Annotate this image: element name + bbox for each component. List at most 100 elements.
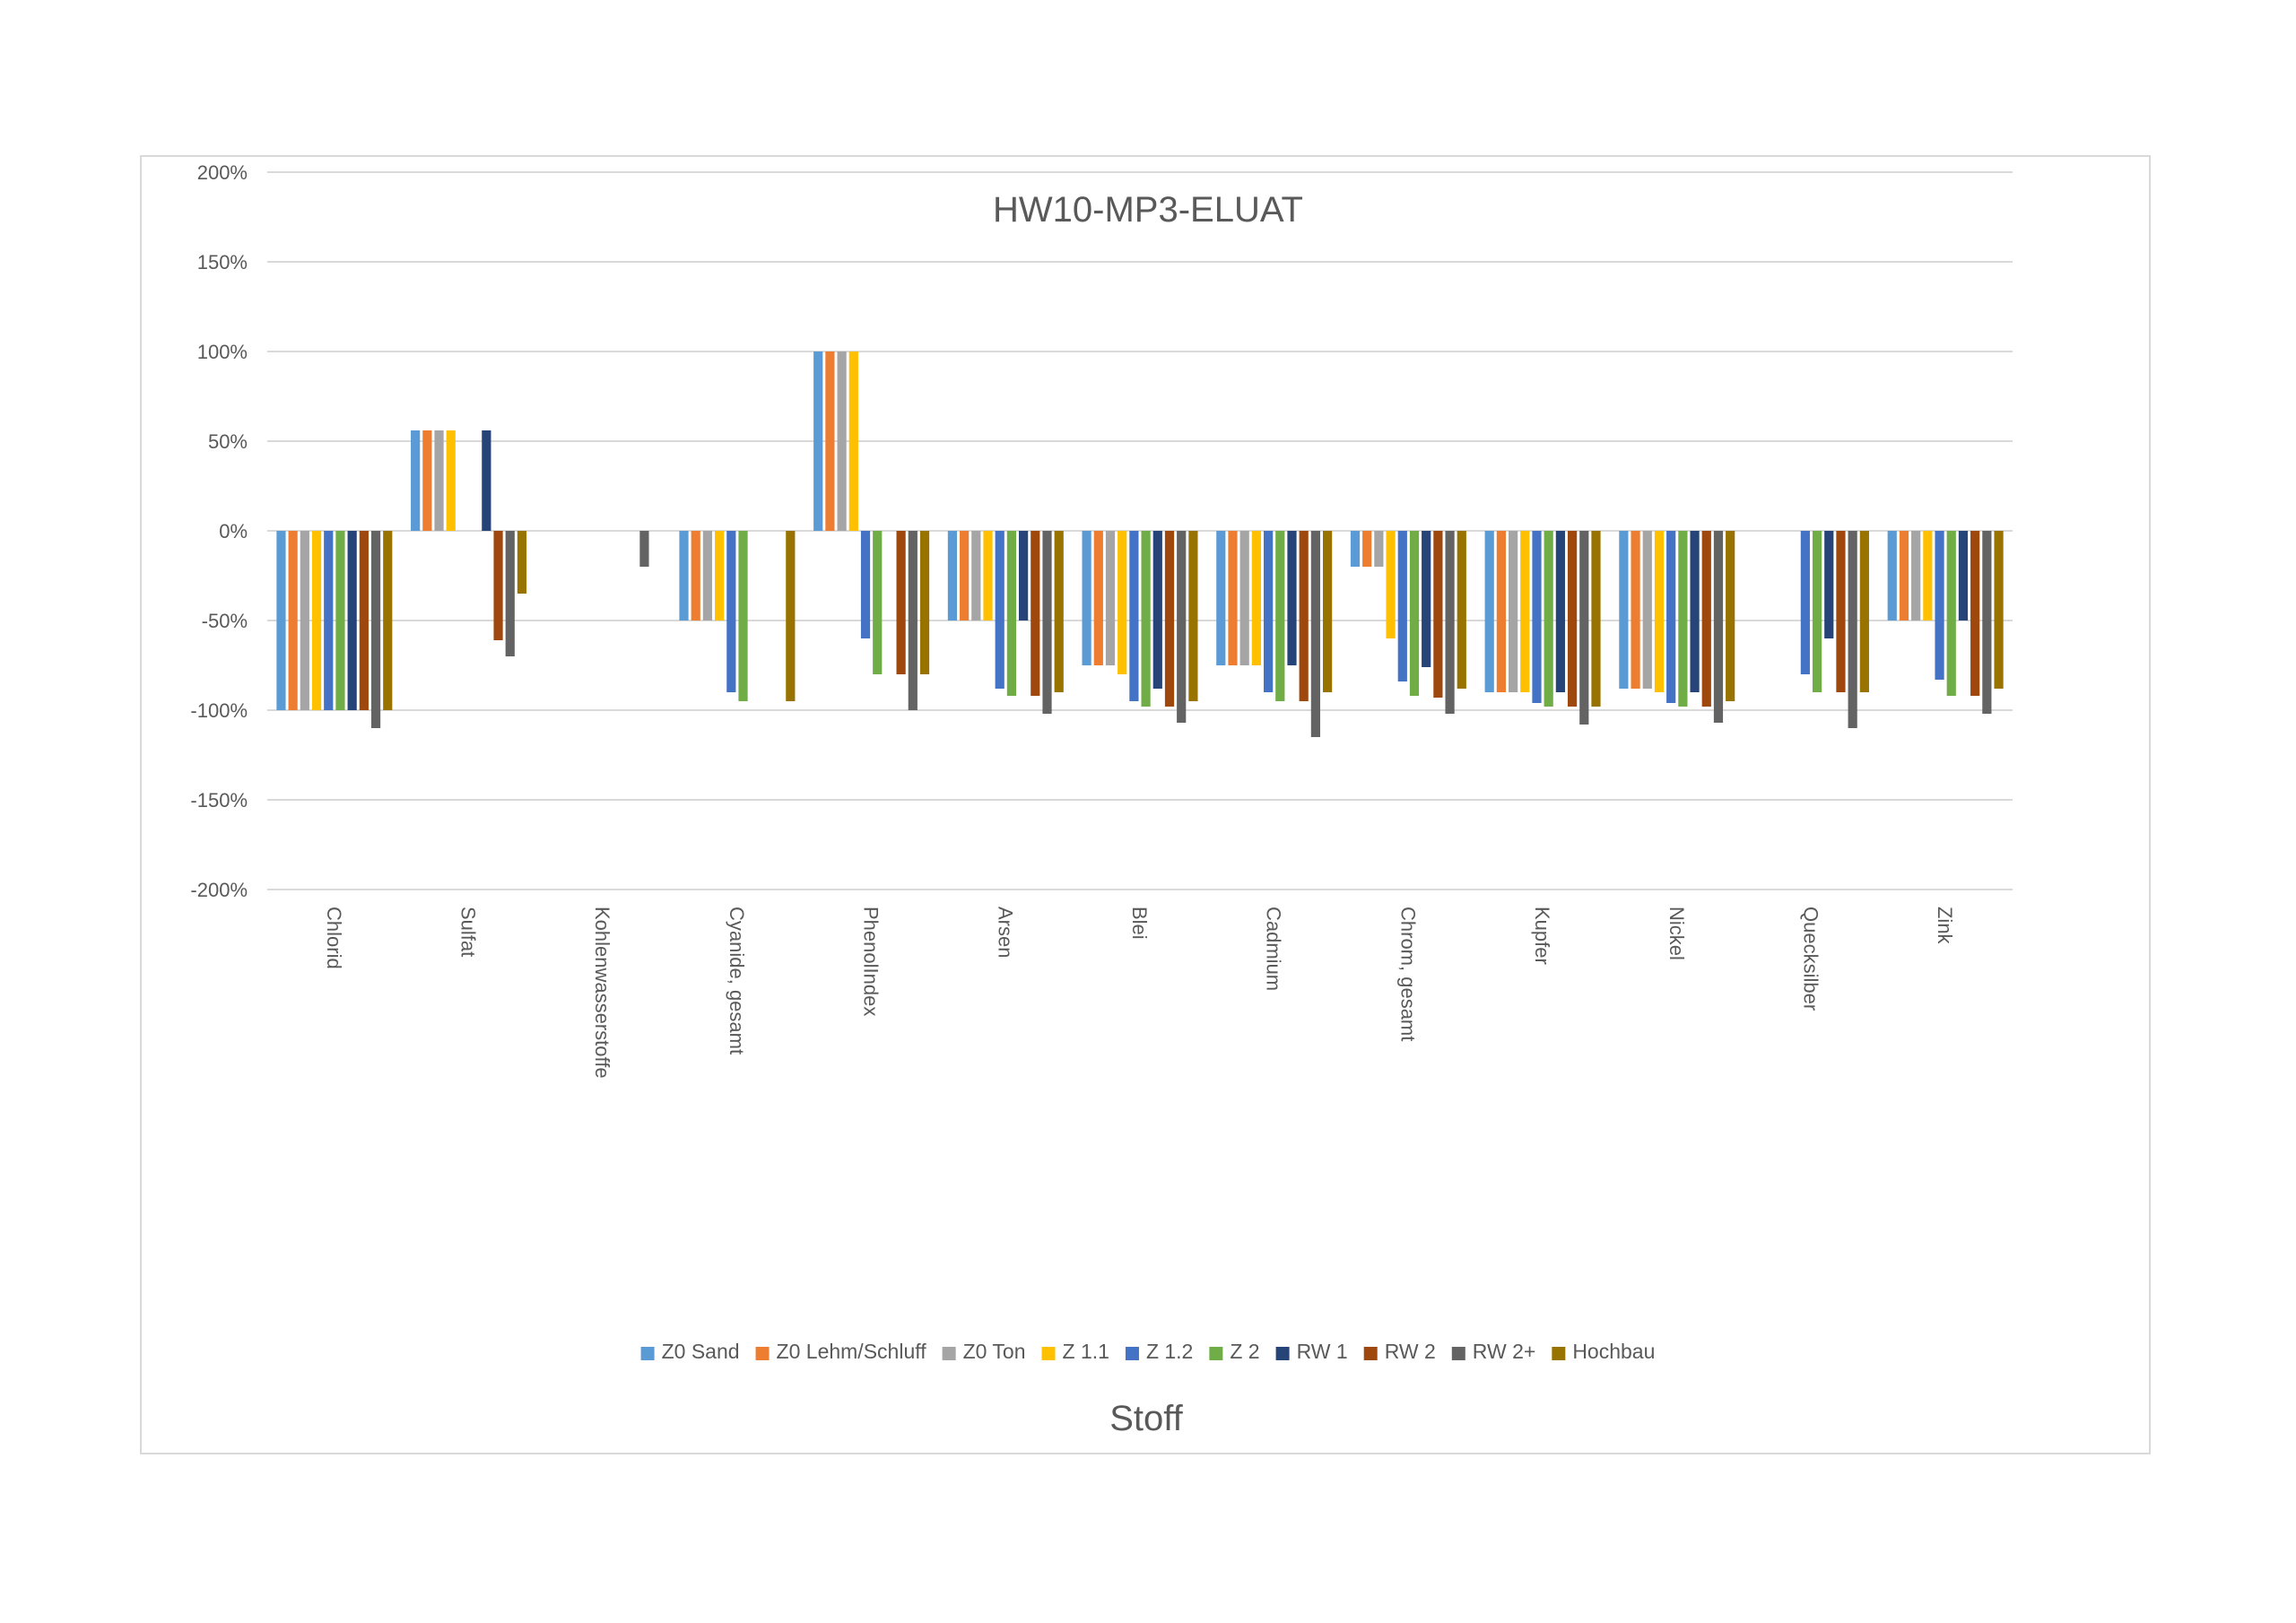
chart-title: HW10-MP3-ELUAT (993, 190, 1303, 230)
legend-swatch (1363, 1347, 1378, 1360)
bar (639, 531, 649, 567)
y-tick-label: 50% (208, 430, 248, 453)
bar (311, 531, 322, 710)
bar (1887, 531, 1897, 621)
bar (517, 531, 527, 594)
bar (1433, 531, 1443, 698)
bar (1287, 531, 1297, 665)
bar (1042, 531, 1052, 714)
bar (1631, 531, 1640, 689)
x-category-label: Arsen (994, 907, 1016, 958)
legend-swatch (1451, 1347, 1465, 1360)
bar (1946, 531, 1956, 696)
bar (1848, 531, 1857, 728)
bar (1019, 531, 1029, 621)
legend-item: Z0 Ton (942, 1340, 1026, 1363)
bar (1812, 531, 1822, 692)
bar (691, 531, 700, 621)
bar (1386, 531, 1396, 638)
legend-item: Z 2 (1209, 1340, 1260, 1363)
bar (1496, 531, 1506, 692)
legend-swatch (755, 1347, 770, 1360)
bar (786, 531, 796, 701)
bar (1177, 531, 1187, 723)
legend-label: Z 1.2 (1146, 1340, 1193, 1363)
x-category-label: PhenolIndex (860, 907, 883, 1016)
x-category-label: Cadmium (1263, 907, 1285, 991)
bar (1544, 531, 1553, 707)
bar (1824, 531, 1834, 638)
legend-item: Z0 Lehm/Schluff (755, 1340, 927, 1363)
bar (370, 531, 381, 728)
legend: Z0 Sand Z0 Lehm/Schluff Z0 Ton Z 1.1 Z 1.2 Z … (640, 1340, 1655, 1363)
bar (1082, 531, 1091, 665)
bar (1129, 531, 1139, 701)
y-axis-tick-labels: 200% 150% 100% 50% 0% -50% -100% -150% -200% (190, 161, 248, 901)
bar (1054, 531, 1064, 692)
y-tick-label: -200% (190, 879, 248, 901)
bar (1422, 531, 1431, 667)
legend-swatch (1275, 1347, 1290, 1360)
y-tick-label: 200% (197, 161, 248, 184)
bar (873, 531, 883, 674)
bar (995, 531, 1004, 689)
bar (848, 352, 858, 531)
bar (1152, 531, 1162, 689)
bar (971, 531, 981, 621)
bar (1164, 531, 1175, 707)
bar (1310, 531, 1320, 737)
y-tick-label: -150% (190, 789, 248, 812)
bar (1982, 531, 1992, 714)
bar (1532, 531, 1542, 703)
legend-swatch (1041, 1347, 1056, 1360)
bar (1409, 531, 1420, 696)
bar (422, 430, 432, 531)
bar (1701, 531, 1711, 707)
bar (1859, 531, 1869, 692)
bar (1251, 531, 1261, 665)
legend-swatch (1125, 1347, 1139, 1360)
bar (434, 430, 444, 531)
bar (1374, 531, 1384, 567)
x-category-label: Nickel (1665, 907, 1688, 960)
bar (411, 430, 421, 531)
bar (276, 531, 286, 710)
legend-label: Z 2 (1230, 1340, 1259, 1363)
x-axis-title: Stoff (1109, 1399, 1183, 1438)
bar (1591, 531, 1601, 707)
bar (1006, 531, 1017, 696)
legend-swatch (942, 1347, 956, 1360)
bar (715, 531, 725, 621)
legend-label: Hochbau (1572, 1340, 1655, 1363)
chart-frame: 200% 150% 100% 50% 0% -50% -100% -150% -200% Chl… (140, 155, 2151, 1454)
legend-label: Z 1.1 (1063, 1340, 1109, 1363)
bar (1118, 531, 1127, 674)
bar (1188, 531, 1198, 701)
bar (1726, 531, 1735, 701)
bar (983, 531, 993, 621)
bar (896, 531, 906, 674)
bar (347, 531, 357, 710)
bar (738, 531, 748, 701)
legend-label: Z0 Lehm/Schluff (777, 1340, 927, 1363)
bar (1654, 531, 1665, 692)
bar (702, 531, 713, 621)
x-category-label: Sulfat (457, 907, 480, 957)
legend-item: RW 2+ (1451, 1340, 1536, 1363)
x-axis-category-labels: Chlorid Sulfat Kohlenwasserstoffe Cyanide, … (323, 907, 1956, 1079)
bar (1899, 531, 1909, 621)
y-tick-label: 150% (197, 251, 248, 273)
x-category-label: Chlorid (323, 907, 345, 969)
bar (1690, 531, 1700, 692)
x-category-label: Blei (1128, 907, 1151, 940)
legend-swatch (1552, 1347, 1566, 1360)
bar (288, 531, 298, 710)
y-tick-label: -100% (190, 699, 248, 722)
bar (947, 531, 958, 621)
bar (1678, 531, 1688, 707)
bar (1228, 531, 1238, 665)
legend-label: RW 2+ (1473, 1340, 1536, 1363)
bar (1105, 531, 1116, 665)
bar (1457, 531, 1466, 689)
legend-item: RW 2 (1363, 1340, 1436, 1363)
